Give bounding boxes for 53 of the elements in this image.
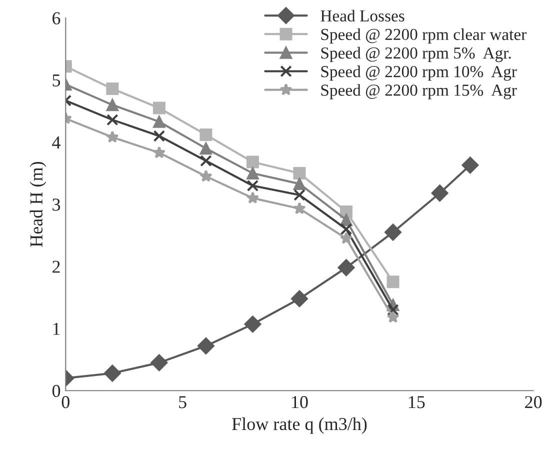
point: [293, 178, 306, 190]
point: [106, 114, 118, 126]
point: [246, 166, 259, 180]
y-tick-label: 1: [53, 322, 60, 335]
y-tick-label: 3: [52, 198, 60, 211]
x-tick-label: 0: [62, 396, 70, 408]
point: [200, 154, 212, 167]
y-tick-label: 5: [52, 74, 60, 87]
point: [200, 142, 212, 155]
x-tick-label: 20: [525, 396, 542, 408]
point: [200, 128, 212, 141]
point: [338, 259, 355, 276]
legend-label: Speed @ 2200 rpm 15% Agr: [321, 84, 517, 100]
y-tick-label: 4: [52, 136, 60, 148]
x-tick-label: 10: [292, 396, 308, 408]
point: [104, 364, 121, 382]
point: [106, 98, 119, 112]
legend-label: Speed @ 2200 rpm 5% Agr.: [321, 46, 511, 62]
point: [386, 276, 400, 288]
point: [106, 130, 119, 143]
point: [294, 189, 306, 201]
point: [152, 146, 166, 158]
point: [152, 115, 166, 128]
y-tick-label: 2: [52, 260, 60, 273]
point: [197, 337, 214, 354]
point: [462, 156, 479, 174]
point: [152, 102, 166, 114]
point: [387, 304, 399, 316]
point: [106, 82, 119, 96]
legend-label: Head Losses: [320, 10, 404, 22]
point: [246, 156, 259, 168]
x-tick-label: 5: [179, 396, 186, 408]
x-axis-title: Flow rate q (m3/h): [232, 417, 367, 434]
point: [246, 180, 259, 192]
legend-label: Speed @ 2200 rpm clear water: [321, 28, 527, 44]
point: [340, 223, 352, 236]
point: [246, 191, 260, 204]
point: [431, 184, 448, 202]
y-tick-label: 0: [52, 384, 60, 398]
point: [290, 290, 308, 308]
point: [340, 232, 353, 244]
point: [386, 310, 400, 323]
y-tick-label: 6: [52, 12, 60, 24]
point: [384, 224, 402, 241]
point: [293, 166, 306, 180]
point: [293, 202, 306, 214]
legend-label: Speed @ 2200 rpm 10% Agr: [321, 66, 517, 81]
point: [200, 170, 212, 182]
x-tick-label: 15: [408, 396, 425, 408]
point: [150, 354, 168, 372]
point: [153, 130, 166, 142]
point: [244, 316, 262, 333]
y-axis-title: Head H (m): [30, 162, 46, 247]
